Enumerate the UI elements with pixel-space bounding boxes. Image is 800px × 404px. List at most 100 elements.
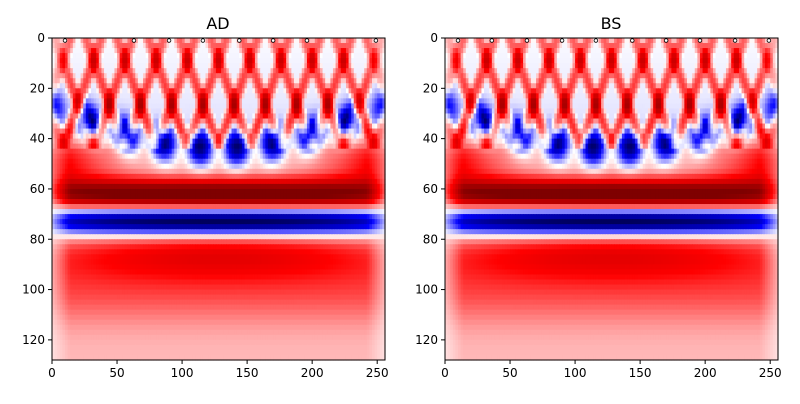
heatmap-cell [286, 73, 290, 79]
heatmap-cell [348, 63, 352, 69]
heatmap-cell [169, 68, 173, 74]
heatmap-cell [104, 53, 108, 59]
heatmap-cell [296, 63, 300, 69]
heatmap-cell [163, 38, 168, 44]
heatmap-cell [280, 73, 285, 79]
heatmap-cell [184, 38, 188, 44]
heatmap-cell [78, 38, 82, 44]
heatmap-cell [54, 48, 58, 54]
heatmap-cell [137, 43, 142, 49]
heatmap-cell [101, 58, 105, 64]
heatmap-cell [67, 53, 71, 59]
heatmap-cell [252, 43, 256, 49]
heatmap-cell [366, 63, 370, 69]
heatmap-cell [65, 78, 69, 84]
heatmap-cell [223, 38, 227, 44]
heatmap-cell [231, 63, 235, 69]
heatmap-cell [145, 58, 149, 64]
heatmap-cell [361, 38, 365, 44]
heatmap-cell [241, 58, 246, 64]
heatmap-cell [252, 48, 256, 54]
heatmap-cell [153, 73, 157, 79]
heatmap-cell [88, 58, 92, 64]
heatmap-cell [377, 58, 381, 64]
heatmap-cell [312, 73, 316, 79]
heatmap-cell [59, 43, 63, 49]
heatmap-cell [174, 63, 178, 69]
heatmap-cell [163, 78, 168, 84]
heatmap-cell [132, 68, 136, 74]
heatmap-cell [78, 78, 82, 84]
heatmap-cell [377, 53, 381, 59]
heatmap-cell [213, 48, 217, 54]
heatmap-cell [179, 58, 183, 64]
heatmap-cell [312, 48, 316, 54]
heatmap-cell [296, 38, 300, 44]
heatmap-cell [169, 63, 173, 69]
heatmap-cell [171, 48, 175, 54]
heatmap-cell [98, 63, 103, 69]
heatmap-cell [213, 68, 217, 74]
heatmap-cell [247, 43, 251, 49]
heatmap-cell [158, 73, 162, 79]
heatmap-cell [374, 43, 378, 49]
heatmap-cell [257, 43, 261, 49]
heatmap-cell [72, 58, 77, 64]
heatmap-cell [161, 53, 165, 59]
heatmap-cell [150, 53, 155, 59]
heatmap-cell [234, 53, 238, 59]
heatmap-cell [366, 48, 370, 54]
heatmap-cell [280, 58, 285, 64]
heatmap-cell [130, 38, 134, 44]
heatmap-cell [377, 68, 381, 74]
heatmap-cell [114, 68, 118, 74]
heatmap-cell [273, 48, 277, 54]
heatmap-cell [356, 63, 360, 69]
heatmap-cell [122, 48, 126, 54]
heatmap-cell [161, 38, 165, 44]
heatmap-cell [192, 43, 196, 49]
heatmap-cell [223, 53, 227, 59]
heatmap-cell [356, 43, 360, 49]
heatmap-cell [195, 38, 199, 44]
heatmap-cell [54, 53, 58, 59]
heatmap-cell [228, 73, 233, 79]
heatmap-cell [249, 43, 253, 49]
heatmap-cell [70, 63, 74, 69]
heatmap-cell [371, 63, 376, 69]
heatmap-cell [335, 63, 339, 69]
heatmap-cell [132, 48, 136, 54]
heatmap-cell [267, 58, 272, 64]
heatmap-cell [122, 43, 126, 49]
heatmap-cell [296, 48, 300, 54]
heatmap-cell [267, 68, 272, 74]
heatmap-cell [187, 38, 191, 44]
heatmap-cell [109, 48, 113, 54]
heatmap-cell [122, 53, 126, 59]
heatmap-cell [348, 48, 352, 54]
heatmap-cell [117, 63, 121, 69]
heatmap-cell [174, 53, 178, 59]
heatmap-cell [304, 43, 308, 49]
heatmap-cell [340, 68, 344, 74]
heatmap-cell [96, 78, 100, 84]
heatmap-cell [335, 68, 339, 74]
heatmap-cell [119, 38, 123, 44]
heatmap-cell [80, 78, 84, 84]
heatmap-cell [226, 63, 230, 69]
heatmap-cell [156, 73, 160, 79]
heatmap-cell [221, 48, 225, 54]
heatmap-cell [96, 48, 100, 54]
heatmap-cell [59, 73, 63, 79]
heatmap-cell [374, 58, 378, 64]
heatmap-cell [65, 73, 69, 79]
heatmap-cell [299, 73, 303, 79]
heatmap-cell [140, 43, 144, 49]
heatmap-cell [348, 68, 352, 74]
heatmap-cell [356, 48, 360, 54]
heatmap-cell [252, 58, 256, 64]
heatmap-cell [54, 63, 58, 69]
heatmap-cell [351, 63, 355, 69]
heatmap-cell [93, 73, 97, 79]
heatmap-cell [296, 43, 300, 49]
